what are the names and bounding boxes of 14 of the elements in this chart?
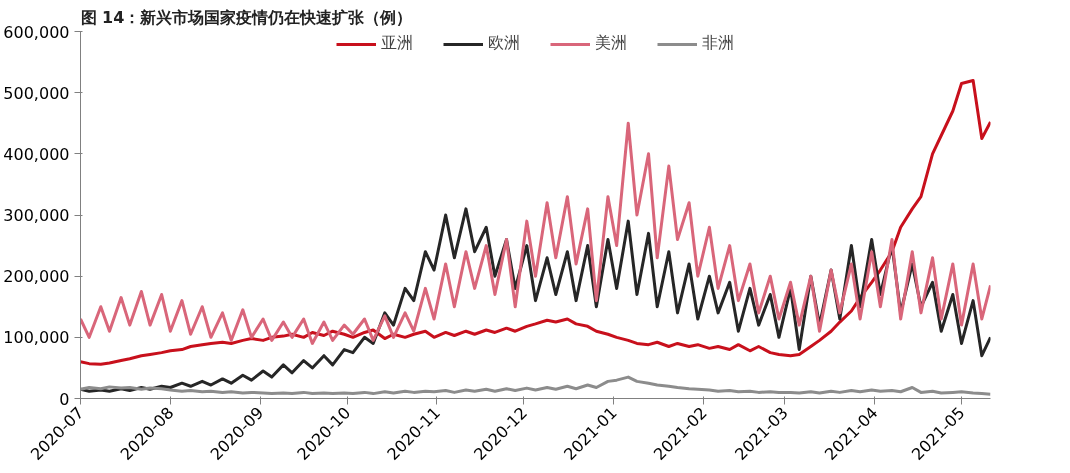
- y-tick-label: 200,000: [3, 267, 70, 287]
- y-tick-label: 400,000: [3, 144, 70, 164]
- y-tick-label: 0: [59, 389, 70, 409]
- legend-label: 欧洲: [488, 33, 520, 54]
- legend-label: 非洲: [702, 33, 734, 54]
- y-tick-label: 300,000: [3, 206, 70, 225]
- legend-label: 美洲: [595, 33, 627, 54]
- chart-title: 图 14：新兴市场国家疫情仍在快速扩张（例）: [80, 7, 413, 27]
- line-series: [80, 121, 991, 345]
- line-series: [80, 78, 991, 366]
- y-tick-label: 100,000: [3, 328, 70, 348]
- y-tick-label: 600,000: [3, 22, 70, 42]
- y-tick-label: 500,000: [3, 83, 70, 103]
- legend-label: 亚洲: [381, 33, 413, 54]
